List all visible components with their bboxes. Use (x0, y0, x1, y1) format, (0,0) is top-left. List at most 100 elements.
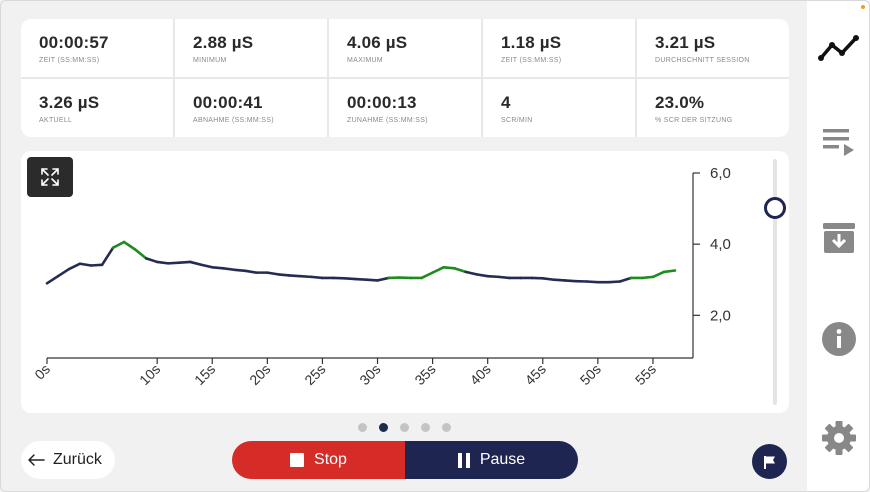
scr-line-segment (662, 269, 677, 274)
stat-session-average: 3.21 µS DURCHSCHNITT SESSION (637, 19, 789, 77)
signal-line-segment (155, 260, 170, 265)
sidebar-item-settings[interactable] (807, 413, 869, 463)
signal-line-segment (67, 262, 82, 271)
back-button[interactable]: Zurück (21, 441, 115, 479)
x-tick-label: 35s (411, 361, 438, 388)
stat-label: DURCHSCHNITT SESSION (655, 57, 750, 64)
flag-icon (763, 455, 775, 469)
scr-line-segment (122, 240, 137, 251)
arrow-left-icon (28, 454, 45, 466)
signal-line-segment (45, 274, 60, 285)
playlist-icon (823, 129, 854, 156)
signal-line-segment (144, 257, 159, 264)
stat-value: 00:00:13 (347, 93, 417, 112)
stat-label: MAXIMUM (347, 57, 383, 64)
signal-line-segment (177, 260, 192, 264)
signal-line-segment (100, 246, 115, 267)
sidebar (807, 1, 869, 491)
stat-value: 3.21 µS (655, 33, 716, 52)
page-indicator (358, 423, 451, 432)
notification-dot (861, 5, 865, 9)
page-dot[interactable] (400, 423, 409, 432)
signal-line-segment (486, 274, 501, 279)
signal-line-segment (299, 274, 313, 279)
x-tick-label: 45s (522, 361, 549, 388)
stat-label: ZEIT (SS:MM:SS) (501, 57, 562, 64)
stats-grid: 00:00:57 ZEIT (SS:MM:SS) 2.88 µS MINIMUM 4… (21, 19, 789, 137)
stat-value: 00:00:41 (193, 93, 263, 112)
line-chart: 2,0 4,0 6,0 0s 10s 15s 20s 25s 30s 35s 40s 45s 50s 55… (31, 165, 731, 388)
signal-line-segment (188, 260, 203, 267)
info-icon (822, 322, 856, 356)
stat-value: 4 (501, 93, 511, 112)
signal-line-segment (585, 280, 600, 284)
stat-label: ZUNAHME (SS:MM:SS) (347, 117, 428, 124)
page-dot[interactable] (421, 423, 430, 432)
expand-button[interactable] (27, 157, 73, 197)
signal-line-segment (365, 278, 379, 282)
signal-line-segment (541, 277, 556, 282)
scr-line-segment (442, 265, 456, 270)
page-dot[interactable] (442, 423, 451, 432)
pause-button[interactable]: Pause (405, 441, 578, 479)
page-dot[interactable] (379, 423, 388, 432)
page-dot[interactable] (358, 423, 367, 432)
stat-label: MINIMUM (193, 57, 227, 64)
stat-value: 4.06 µS (347, 33, 408, 52)
stat-range: 1.18 µS ZEIT (SS:MM:SS) (483, 19, 635, 77)
stat-session-time: 00:00:57 ZEIT (SS:MM:SS) (21, 19, 173, 77)
stat-scr-percent: 23.0% % SCR DER SITZUNG (637, 79, 789, 137)
signal-line-segment (288, 274, 302, 278)
scr-line-segment (431, 265, 445, 274)
scr-line-segment (640, 275, 655, 280)
gear-icon (822, 421, 856, 455)
signal-line-segment (199, 263, 214, 269)
stat-label: ABNAHME (SS:MM:SS) (193, 117, 274, 124)
sidebar-item-archive[interactable] (807, 213, 869, 263)
signal-line-segment (376, 276, 390, 282)
pause-icon (457, 452, 470, 468)
stat-increase-time: 00:00:13 ZUNAHME (SS:MM:SS) (329, 79, 481, 137)
signal-line-segment (607, 280, 622, 284)
stop-label: Stop (314, 451, 347, 468)
marker-flag-button[interactable] (752, 444, 787, 479)
x-tick-label: 50s (577, 361, 604, 388)
vertical-scrollbar[interactable] (773, 159, 777, 405)
stat-current: 3.26 µS AKTUELL (21, 79, 173, 137)
chart-card: 2,0 4,0 6,0 0s 10s 15s 20s 25s 30s 35s 40s 45s 50s 55… (21, 151, 789, 413)
y-tick-label: 6,0 (710, 165, 731, 182)
signal-line-segment (464, 270, 478, 276)
signal-line-segment (343, 277, 357, 281)
x-tick-label: 25s (301, 361, 328, 388)
scr-line-segment (420, 271, 434, 280)
x-tick-label: 0s (31, 361, 53, 383)
stat-value: 3.26 µS (39, 93, 100, 112)
signal-line-segment (244, 269, 258, 274)
signal-line-segment (56, 267, 71, 278)
archive-icon (823, 223, 855, 253)
x-tick-label: 15s (191, 361, 218, 388)
sidebar-item-info[interactable] (807, 314, 869, 364)
scr-line-segment (453, 267, 467, 274)
stat-value: 1.18 µS (501, 33, 562, 52)
stat-decrease-time: 00:00:41 ABNAHME (SS:MM:SS) (175, 79, 327, 137)
stop-icon (290, 453, 305, 467)
scr-line-segment (133, 248, 148, 260)
scale-slider-handle[interactable] (764, 197, 786, 219)
signal-line-segment (266, 271, 280, 276)
stat-value: 2.88 µS (193, 33, 254, 52)
y-tick-label: 2,0 (710, 307, 731, 324)
x-tick-label: 30s (356, 361, 383, 388)
signal-line-segment (618, 276, 633, 283)
signal-line-segment (354, 277, 368, 282)
signal-line-segment (563, 279, 578, 283)
x-tick-label: 20s (246, 361, 273, 388)
signal-line-segment (232, 268, 247, 273)
signal-line-segment (310, 275, 324, 280)
sidebar-item-graph[interactable] (807, 23, 869, 73)
stop-button[interactable]: Stop (232, 441, 405, 479)
x-tick-label: 10s (136, 361, 163, 388)
chart-series (45, 240, 677, 285)
sidebar-item-playlist[interactable] (807, 116, 869, 166)
